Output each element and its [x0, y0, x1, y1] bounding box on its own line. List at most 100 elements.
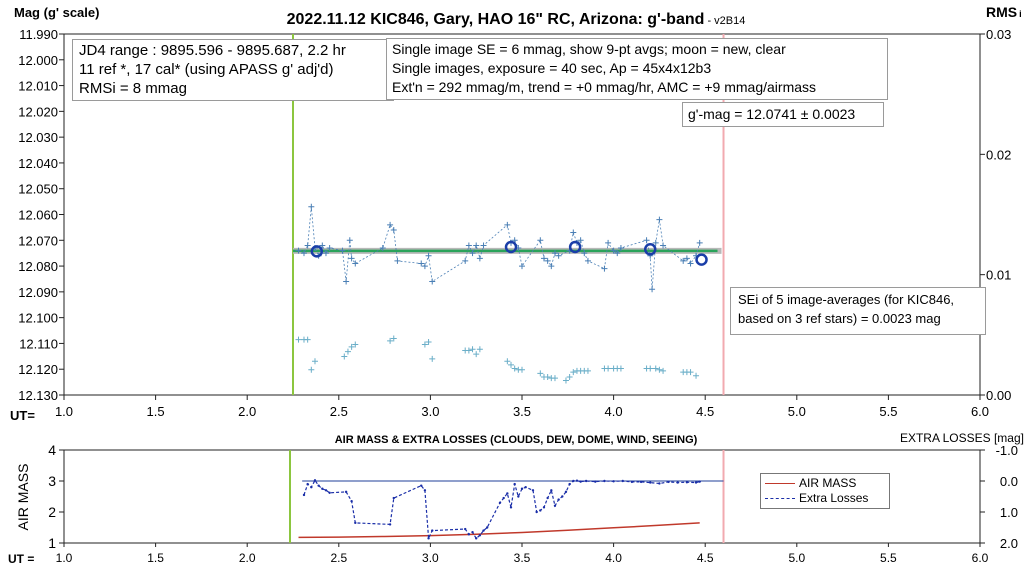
rms-point — [469, 346, 476, 353]
extra-losses-point — [423, 489, 427, 492]
bottom-y-tick-label: 1 — [48, 535, 56, 551]
x-tick-label: 4.0 — [605, 404, 623, 419]
bottom-chart-legend: AIR MASS Extra Losses — [760, 473, 890, 509]
extra-losses-point — [594, 480, 597, 483]
single-image-point — [660, 242, 667, 249]
y-tick-label: 12.030 — [18, 130, 58, 145]
single-image-point — [605, 239, 612, 246]
rms-point — [304, 336, 311, 343]
extra-losses-point — [561, 495, 564, 498]
extra-losses-point — [431, 529, 434, 532]
extra-losses-point — [350, 499, 353, 503]
bottom-x-axis-label: UT = — [8, 552, 34, 566]
extra-losses-point — [509, 506, 513, 509]
extra-losses-point — [524, 486, 527, 489]
extra-losses-point — [546, 496, 549, 500]
extra-losses-point — [427, 537, 430, 540]
rms-point — [421, 341, 428, 348]
info-se-line: Single images, exposure = 40 sec, Ap = 4… — [392, 60, 712, 76]
y-tick-label: 12.100 — [18, 311, 58, 326]
rms-axis-label: RMS i — [986, 4, 1022, 20]
single-image-point — [308, 203, 315, 210]
rms-point — [584, 367, 591, 374]
y-tick-label: 12.010 — [18, 79, 58, 94]
extra-losses-point — [698, 480, 701, 483]
extra-losses-point — [649, 481, 652, 484]
single-image-point — [504, 221, 511, 228]
bottom-y2-tick-label: 0.0 — [1000, 474, 1018, 489]
single-image-point — [548, 263, 555, 270]
single-image-point — [652, 239, 659, 246]
rms-point — [693, 372, 700, 379]
bottom-y2-tick-label: -1.0 — [996, 443, 1018, 458]
chart-title: 2022.11.12 KIC846, Gary, HAO 16" RC, Ari… — [287, 11, 746, 28]
single-image-point — [469, 250, 476, 257]
single-image-point — [610, 247, 617, 254]
single-image-point — [581, 250, 588, 257]
info-se-line: Ext'n = 292 mmag/m, trend = +0 mmag/hr, … — [392, 79, 817, 95]
y-tick-label: 12.070 — [18, 233, 58, 248]
extra-losses-point — [388, 523, 392, 526]
rms-point — [605, 365, 612, 372]
rms-point — [519, 366, 525, 373]
single-image-point — [322, 250, 329, 257]
rms-point — [656, 366, 663, 373]
single-image-point — [617, 245, 624, 252]
extra-losses-point — [557, 498, 560, 501]
single-image-point — [696, 239, 703, 246]
rms-axis-label-sub: i — [1019, 9, 1022, 19]
single-image-point — [551, 250, 558, 257]
x-tick-label: 3.0 — [421, 404, 439, 419]
single-image-point — [319, 242, 326, 249]
single-image-point — [601, 265, 608, 272]
y2-tick-label: 0.03 — [986, 27, 1011, 42]
rms-point — [344, 348, 351, 355]
single-image-info-box: Single image SE = 6 mmag, show 9-pt avgs… — [386, 38, 888, 100]
x-tick-label: 1.0 — [55, 404, 73, 419]
single-image-point — [473, 242, 480, 249]
rms-point — [465, 347, 472, 354]
chart-version: - v2B14 — [704, 15, 745, 27]
single-image-point — [570, 229, 577, 236]
extra-losses-point — [498, 501, 502, 504]
extra-losses-point — [475, 537, 478, 540]
extra-losses-point — [328, 491, 331, 494]
extra-losses-point — [471, 530, 474, 534]
rms-point — [562, 377, 569, 384]
average-point — [504, 240, 518, 254]
single-image-point — [537, 237, 544, 244]
extra-losses-point — [694, 481, 698, 484]
y-tick-label: 12.090 — [18, 285, 58, 300]
rms-point — [425, 339, 432, 346]
rms-point — [647, 365, 654, 372]
single-image-point — [584, 257, 591, 264]
y2-tick-label: 0.00 — [986, 388, 1011, 403]
rms-point — [387, 337, 394, 344]
top-x-axis-label: UT= — [10, 408, 35, 423]
extra-losses-point — [685, 481, 689, 484]
extra-losses-point — [667, 480, 670, 484]
extra-losses-point — [478, 534, 482, 537]
extra-losses-point — [579, 480, 582, 483]
extra-losses-point — [612, 480, 615, 483]
extra-losses-point — [344, 490, 348, 494]
bottom-y-tick-label: 3 — [48, 473, 56, 489]
extra-losses-point — [517, 495, 520, 498]
rms-point — [348, 343, 355, 350]
single-image-point — [429, 278, 436, 285]
single-image-point — [555, 252, 562, 259]
bottom-x-tick-label: 5.5 — [880, 551, 897, 565]
extra-losses-point — [485, 526, 489, 529]
bottom-x-tick-label: 6.0 — [972, 551, 989, 565]
single-image-point — [465, 242, 472, 249]
extra-losses-point — [321, 487, 324, 490]
extra-losses-point — [575, 479, 579, 482]
single-image-point — [387, 221, 394, 228]
sei-line: SEi of 5 image-averages (for KIC846, — [738, 292, 955, 307]
single-image-point — [339, 247, 346, 254]
extra-losses-point — [630, 480, 634, 484]
extra-losses-point — [310, 486, 313, 489]
extra-losses-point — [621, 479, 624, 483]
x-tick-label: 1.5 — [147, 404, 165, 419]
